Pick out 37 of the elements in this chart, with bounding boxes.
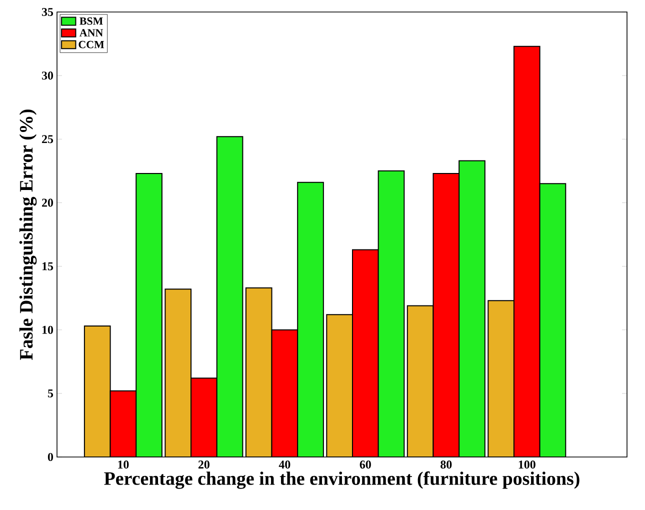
y-tick-label: 10 <box>42 326 54 334</box>
bar <box>165 289 192 457</box>
bar <box>433 173 460 457</box>
bar <box>488 300 514 457</box>
bar <box>539 183 566 457</box>
y-axis-title: Fasle Distinguishing Error (%) <box>19 110 37 360</box>
x-tick-label: 80 <box>440 460 452 469</box>
bar <box>298 182 324 457</box>
x-tick-label: 60 <box>360 460 371 469</box>
y-tick-label: 20 <box>42 198 54 207</box>
bar <box>272 330 298 457</box>
y-tick-label: 35 <box>42 8 54 16</box>
y-tick-label: 5 <box>48 389 54 398</box>
x-tick-label: 10 <box>118 460 129 469</box>
bar <box>216 136 243 457</box>
bar <box>378 170 404 457</box>
bar <box>407 306 434 457</box>
legend-label: ANN <box>80 29 104 36</box>
bar <box>136 173 162 457</box>
bar <box>110 390 136 457</box>
bar <box>246 288 272 457</box>
y-tick-label: 0 <box>48 452 54 462</box>
bar <box>191 378 217 457</box>
x-tick-label: 20 <box>198 460 210 469</box>
legend-label: CCM <box>78 40 104 48</box>
bar <box>513 46 540 457</box>
bar <box>84 326 110 457</box>
y-tick-label: 30 <box>42 72 54 80</box>
bar <box>352 250 378 457</box>
bar <box>459 160 485 457</box>
legend-label: BSM <box>80 17 103 25</box>
bar <box>326 314 352 457</box>
x-axis-title: Percentage change in the environment (furniture positions) <box>104 471 580 489</box>
x-tick-label: 40 <box>278 460 290 469</box>
y-tick-label: 25 <box>42 135 54 144</box>
y-tick-label: 15 <box>42 262 54 270</box>
x-tick-label: 100 <box>518 460 536 469</box>
